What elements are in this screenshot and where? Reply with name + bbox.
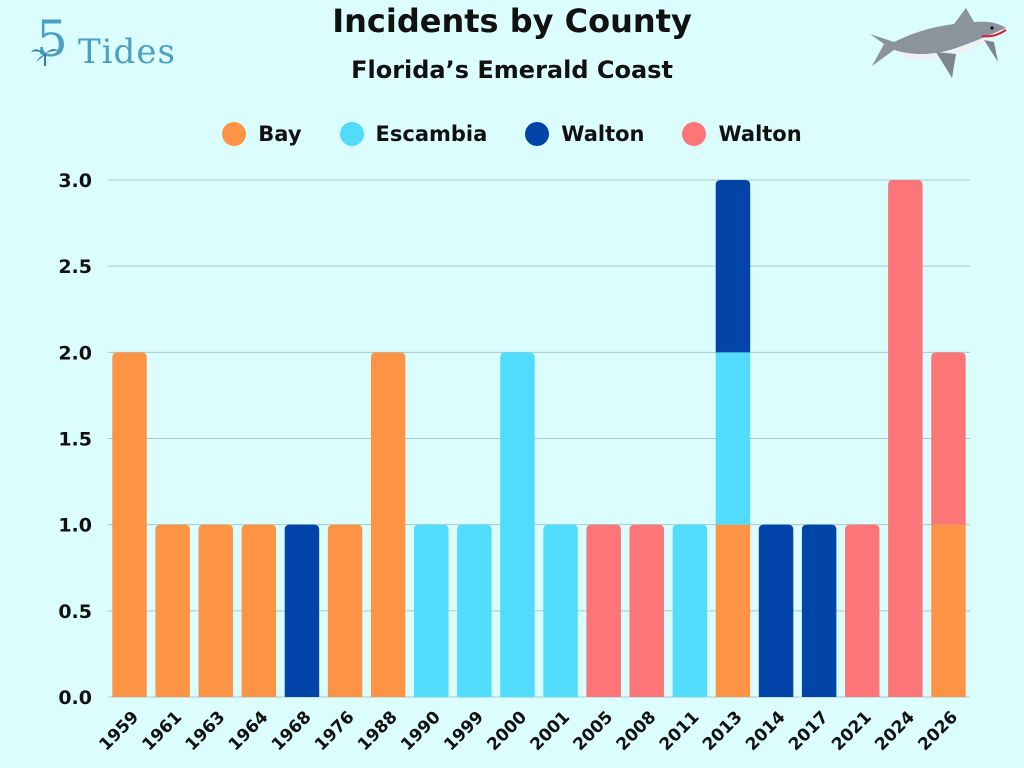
y-tick-label: 3.0	[58, 170, 92, 192]
chart-legend: Bay Escambia Walton Walton	[0, 122, 1024, 146]
x-tick-label: 2026	[914, 707, 962, 755]
x-tick-label: 1999	[440, 707, 488, 755]
y-tick-label: 1.0	[58, 515, 92, 537]
x-tick-label: 1968	[268, 707, 316, 755]
bar-segment	[801, 524, 837, 697]
bar-segment	[845, 524, 880, 697]
x-tick-label: 1963	[182, 707, 230, 755]
bar-segment	[931, 524, 966, 697]
y-tick-label: 2.5	[58, 256, 92, 278]
bar-segment	[715, 524, 751, 697]
x-tick-label: 2001	[526, 707, 574, 755]
x-tick-label: 2000	[483, 707, 531, 755]
shark-icon	[870, 8, 1007, 78]
bar-segment	[543, 524, 578, 697]
x-tick-label: 2013	[699, 707, 747, 755]
y-tick-label: 1.5	[58, 429, 92, 451]
chart-title: Incidents by County	[332, 2, 692, 40]
y-tick-label: 2.0	[58, 342, 92, 364]
legend-label-walton-navy: Walton	[561, 122, 645, 146]
bar-segment	[500, 352, 535, 697]
legend-label-walton-coral: Walton	[718, 122, 802, 146]
x-tick-label: 2008	[613, 707, 661, 755]
x-tick-label: 1961	[139, 707, 187, 755]
bar-segment	[758, 524, 794, 697]
chart-subtitle: Florida’s Emerald Coast	[351, 56, 673, 84]
bar-segment	[672, 524, 708, 697]
bar-segment	[715, 180, 751, 353]
logo-text: Tides	[78, 32, 176, 72]
bar-segment	[327, 524, 363, 697]
palm-tree-icon	[31, 49, 59, 66]
legend-label-bay: Bay	[258, 122, 302, 146]
legend-item-walton-coral: Walton	[682, 122, 802, 146]
x-tick-label: 2011	[656, 707, 704, 755]
logo-number: 5	[36, 10, 68, 68]
x-tick-label: 2005	[570, 707, 618, 755]
x-tick-label: 1959	[95, 707, 143, 755]
bar-segment	[414, 524, 449, 697]
bar-segment	[931, 352, 966, 525]
bar-segment	[284, 524, 320, 697]
x-tick-label: 1988	[354, 707, 402, 755]
legend-swatch-bay	[222, 122, 247, 146]
legend-swatch-walton-navy	[525, 122, 550, 146]
bar-segment	[370, 352, 406, 697]
x-tick-label: 1976	[311, 707, 359, 755]
x-tick-label: 2021	[828, 707, 876, 755]
bar-segment	[888, 180, 923, 697]
bar-segment	[241, 524, 277, 697]
x-tick-label: 2014	[742, 707, 790, 755]
brand-logo: 5 Tides	[30, 10, 175, 78]
bar-segment	[629, 524, 664, 697]
bar-segment	[198, 524, 233, 697]
bar-segment	[715, 352, 751, 525]
bar-segment	[112, 352, 147, 697]
legend-swatch-escambia	[339, 122, 364, 146]
legend-label-escambia: Escambia	[375, 122, 488, 146]
bar-segment	[155, 524, 190, 697]
x-tick-label: 2017	[785, 707, 833, 755]
x-tick-label: 1990	[397, 707, 445, 755]
legend-item-escambia: Escambia	[339, 122, 488, 146]
bar-segment	[457, 524, 492, 697]
x-tick-label: 1964	[225, 707, 273, 755]
legend-item-bay: Bay	[222, 122, 302, 146]
legend-swatch-walton-coral	[682, 122, 707, 146]
legend-item-walton-navy: Walton	[525, 122, 644, 146]
bar-segment	[586, 524, 621, 697]
x-tick-label: 2024	[871, 707, 919, 755]
y-tick-label: 0.5	[58, 601, 92, 623]
y-tick-label: 0.0	[58, 687, 92, 709]
